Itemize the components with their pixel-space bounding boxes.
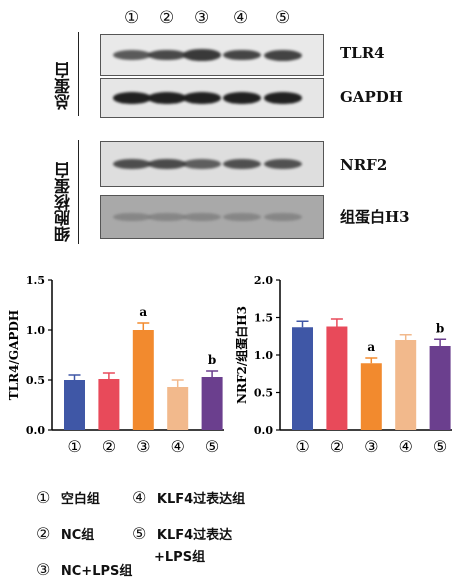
legend-num: ④ [132, 488, 147, 507]
blot-band [148, 212, 186, 222]
x-tick-label: ③ [364, 437, 378, 456]
significance-label: b [208, 353, 216, 367]
bar [64, 380, 85, 430]
x-tick-label: ④ [171, 437, 185, 456]
x-tick-label: ⑤ [433, 437, 447, 456]
blot-band [113, 212, 151, 222]
x-tick-label: ③ [136, 437, 150, 456]
x-tick-label: ② [330, 437, 344, 456]
legend-num: ⑤ [132, 524, 147, 543]
blot-band [264, 49, 302, 61]
bar [326, 326, 348, 430]
blot-band [183, 49, 221, 61]
y-tick-label: 0.5 [254, 387, 273, 400]
blot-band [113, 92, 151, 104]
blot-band [148, 49, 186, 61]
gapdh-blot-label: GAPDH [340, 88, 403, 106]
blot-band [148, 92, 186, 104]
y-tick-label: 0.0 [254, 424, 273, 437]
histone-h3-blot-label: 组蛋白H3 [340, 208, 410, 226]
legend-item-2: ② NC组 [36, 524, 94, 543]
legend-item-1: ① 空白组 [36, 488, 100, 507]
legend-item-5-continued: +LPS组 [154, 546, 205, 565]
blot-band [183, 159, 221, 169]
nuclear-protein-bracket [78, 140, 79, 244]
legend-text: NC组 [60, 528, 95, 543]
bar [98, 379, 120, 430]
blot-band [183, 212, 221, 222]
legend-text: KLF4过表达 [156, 528, 233, 543]
x-tick-label: ② [102, 437, 116, 456]
lane-number-5: ⑤ [275, 8, 291, 28]
bar [132, 330, 154, 430]
legend-num: ① [36, 488, 51, 507]
legend-text: +LPS组 [154, 550, 206, 565]
y-axis-label: TLR4/GAPDH [7, 310, 21, 400]
x-tick-label: ① [295, 437, 309, 456]
nrf2-blot-label: NRF2 [340, 156, 388, 174]
bar [429, 346, 451, 430]
lane-number-2: ② [159, 8, 175, 28]
y-tick-label: 1.5 [254, 312, 273, 325]
legend-text: KLF4过表达组 [156, 492, 246, 507]
bar [360, 363, 382, 430]
gapdh-blot [100, 78, 324, 118]
blot-band [264, 158, 302, 170]
blot-band [223, 49, 261, 61]
legend-text: 空白组 [60, 492, 100, 507]
bar [167, 387, 189, 430]
blot-band [264, 92, 302, 104]
blot-band [223, 212, 261, 222]
bar [395, 340, 417, 430]
bar [292, 327, 313, 430]
tlr4-gapdh-chart: 0.0 0.5 1.0 1.5 TLR4/GAPDH ① ② a ③ ④ b ⑤ [7, 274, 224, 456]
legend-item-5: ⑤ KLF4过表达 [132, 524, 232, 543]
x-tick-label: ④ [399, 437, 413, 456]
legend-item-3: ③ NC+LPS组 [36, 560, 132, 579]
legend-num: ③ [36, 560, 51, 579]
blot-band [113, 158, 151, 170]
y-tick-label: 1.0 [254, 349, 273, 362]
blot-band [183, 92, 221, 104]
y-tick-label: 2.0 [254, 274, 273, 287]
significance-label: a [367, 340, 375, 354]
blot-band [148, 158, 186, 170]
blot-band [264, 212, 302, 222]
y-tick-label: 1.5 [26, 274, 45, 287]
lane-number-4: ④ [233, 8, 249, 28]
significance-label: a [139, 305, 147, 319]
total-protein-bracket [78, 32, 79, 116]
nrf2-h3-chart: 0.0 0.5 1.0 1.5 2.0 NRF2/组蛋白H3 ① ② a ③ ④ b ⑤ [234, 274, 452, 456]
legend-item-4: ④ KLF4过表达组 [132, 488, 245, 507]
y-tick-label: 0.0 [26, 424, 45, 437]
total-protein-label: 总蛋白 [54, 62, 73, 110]
significance-label: b [436, 321, 444, 335]
legend-text: NC+LPS组 [60, 564, 133, 579]
blot-band [223, 158, 261, 170]
tlr4-blot-label: TLR4 [340, 44, 385, 62]
tlr4-blot [100, 34, 324, 76]
blot-band [113, 49, 151, 61]
y-tick-label: 0.5 [26, 374, 45, 387]
x-tick-label: ⑤ [205, 437, 219, 456]
y-tick-label: 1.0 [26, 324, 45, 337]
bar [201, 377, 223, 430]
y-axis-label: NRF2/组蛋白H3 [234, 306, 249, 404]
histone-h3-blot [100, 195, 324, 239]
nuclear-protein-label: 细胞核蛋白 [54, 162, 73, 242]
lane-number-1: ① [124, 8, 140, 28]
blot-band [223, 92, 261, 104]
nrf2-blot [100, 141, 324, 187]
x-tick-label: ① [67, 437, 81, 456]
legend-num: ② [36, 524, 51, 543]
lane-number-3: ③ [194, 8, 210, 28]
